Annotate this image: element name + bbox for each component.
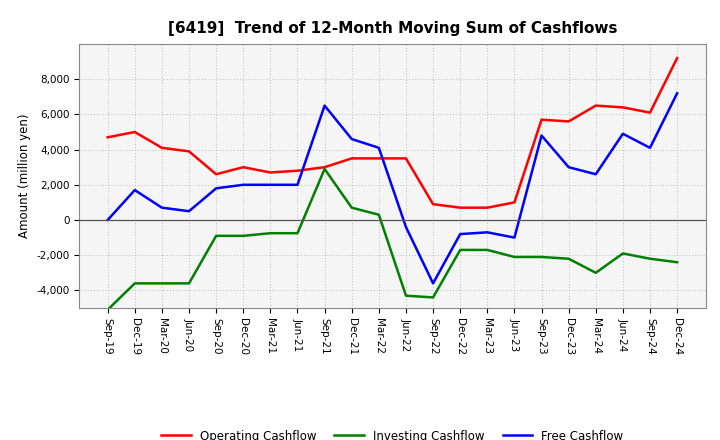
Operating Cashflow xyxy=(537,117,546,122)
Investing Cashflow xyxy=(564,256,573,261)
Investing Cashflow xyxy=(320,166,329,172)
Investing Cashflow xyxy=(212,233,220,238)
Investing Cashflow xyxy=(618,251,627,256)
Free Cashflow xyxy=(212,186,220,191)
Operating Cashflow xyxy=(374,156,383,161)
Free Cashflow xyxy=(266,182,275,187)
Operating Cashflow xyxy=(591,103,600,108)
Operating Cashflow xyxy=(320,165,329,170)
Investing Cashflow xyxy=(158,281,166,286)
Investing Cashflow xyxy=(130,281,139,286)
Legend: Operating Cashflow, Investing Cashflow, Free Cashflow: Operating Cashflow, Investing Cashflow, … xyxy=(156,425,629,440)
Operating Cashflow xyxy=(456,205,464,210)
Free Cashflow xyxy=(510,235,518,240)
Operating Cashflow xyxy=(348,156,356,161)
Free Cashflow xyxy=(564,165,573,170)
Free Cashflow xyxy=(239,182,248,187)
Operating Cashflow xyxy=(266,170,275,175)
Operating Cashflow xyxy=(104,135,112,140)
Operating Cashflow xyxy=(185,149,194,154)
Operating Cashflow xyxy=(212,172,220,177)
Investing Cashflow xyxy=(428,295,437,300)
Investing Cashflow xyxy=(672,260,681,265)
Operating Cashflow xyxy=(564,119,573,124)
Operating Cashflow xyxy=(483,205,492,210)
Title: [6419]  Trend of 12-Month Moving Sum of Cashflows: [6419] Trend of 12-Month Moving Sum of C… xyxy=(168,21,617,36)
Free Cashflow xyxy=(456,231,464,237)
Investing Cashflow xyxy=(104,307,112,312)
Free Cashflow xyxy=(158,205,166,210)
Investing Cashflow xyxy=(374,212,383,217)
Free Cashflow xyxy=(672,91,681,96)
Line: Free Cashflow: Free Cashflow xyxy=(108,93,677,283)
Y-axis label: Amount (million yen): Amount (million yen) xyxy=(18,114,31,238)
Free Cashflow xyxy=(646,145,654,150)
Free Cashflow xyxy=(537,133,546,138)
Investing Cashflow xyxy=(591,270,600,275)
Free Cashflow xyxy=(428,281,437,286)
Line: Operating Cashflow: Operating Cashflow xyxy=(108,58,677,208)
Operating Cashflow xyxy=(672,55,681,61)
Free Cashflow xyxy=(104,217,112,223)
Operating Cashflow xyxy=(293,168,302,173)
Operating Cashflow xyxy=(646,110,654,115)
Free Cashflow xyxy=(185,209,194,214)
Investing Cashflow xyxy=(402,293,410,298)
Operating Cashflow xyxy=(510,200,518,205)
Free Cashflow xyxy=(348,136,356,142)
Free Cashflow xyxy=(591,172,600,177)
Operating Cashflow xyxy=(239,165,248,170)
Investing Cashflow xyxy=(510,254,518,260)
Investing Cashflow xyxy=(239,233,248,238)
Line: Investing Cashflow: Investing Cashflow xyxy=(108,169,677,310)
Investing Cashflow xyxy=(348,205,356,210)
Free Cashflow xyxy=(402,224,410,230)
Operating Cashflow xyxy=(428,202,437,207)
Operating Cashflow xyxy=(130,129,139,135)
Free Cashflow xyxy=(130,187,139,193)
Investing Cashflow xyxy=(483,247,492,253)
Operating Cashflow xyxy=(618,105,627,110)
Investing Cashflow xyxy=(266,231,275,236)
Investing Cashflow xyxy=(293,231,302,236)
Operating Cashflow xyxy=(402,156,410,161)
Free Cashflow xyxy=(483,230,492,235)
Investing Cashflow xyxy=(185,281,194,286)
Investing Cashflow xyxy=(456,247,464,253)
Free Cashflow xyxy=(374,145,383,150)
Free Cashflow xyxy=(293,182,302,187)
Free Cashflow xyxy=(618,131,627,136)
Operating Cashflow xyxy=(158,145,166,150)
Investing Cashflow xyxy=(537,254,546,260)
Free Cashflow xyxy=(320,103,329,108)
Investing Cashflow xyxy=(646,256,654,261)
